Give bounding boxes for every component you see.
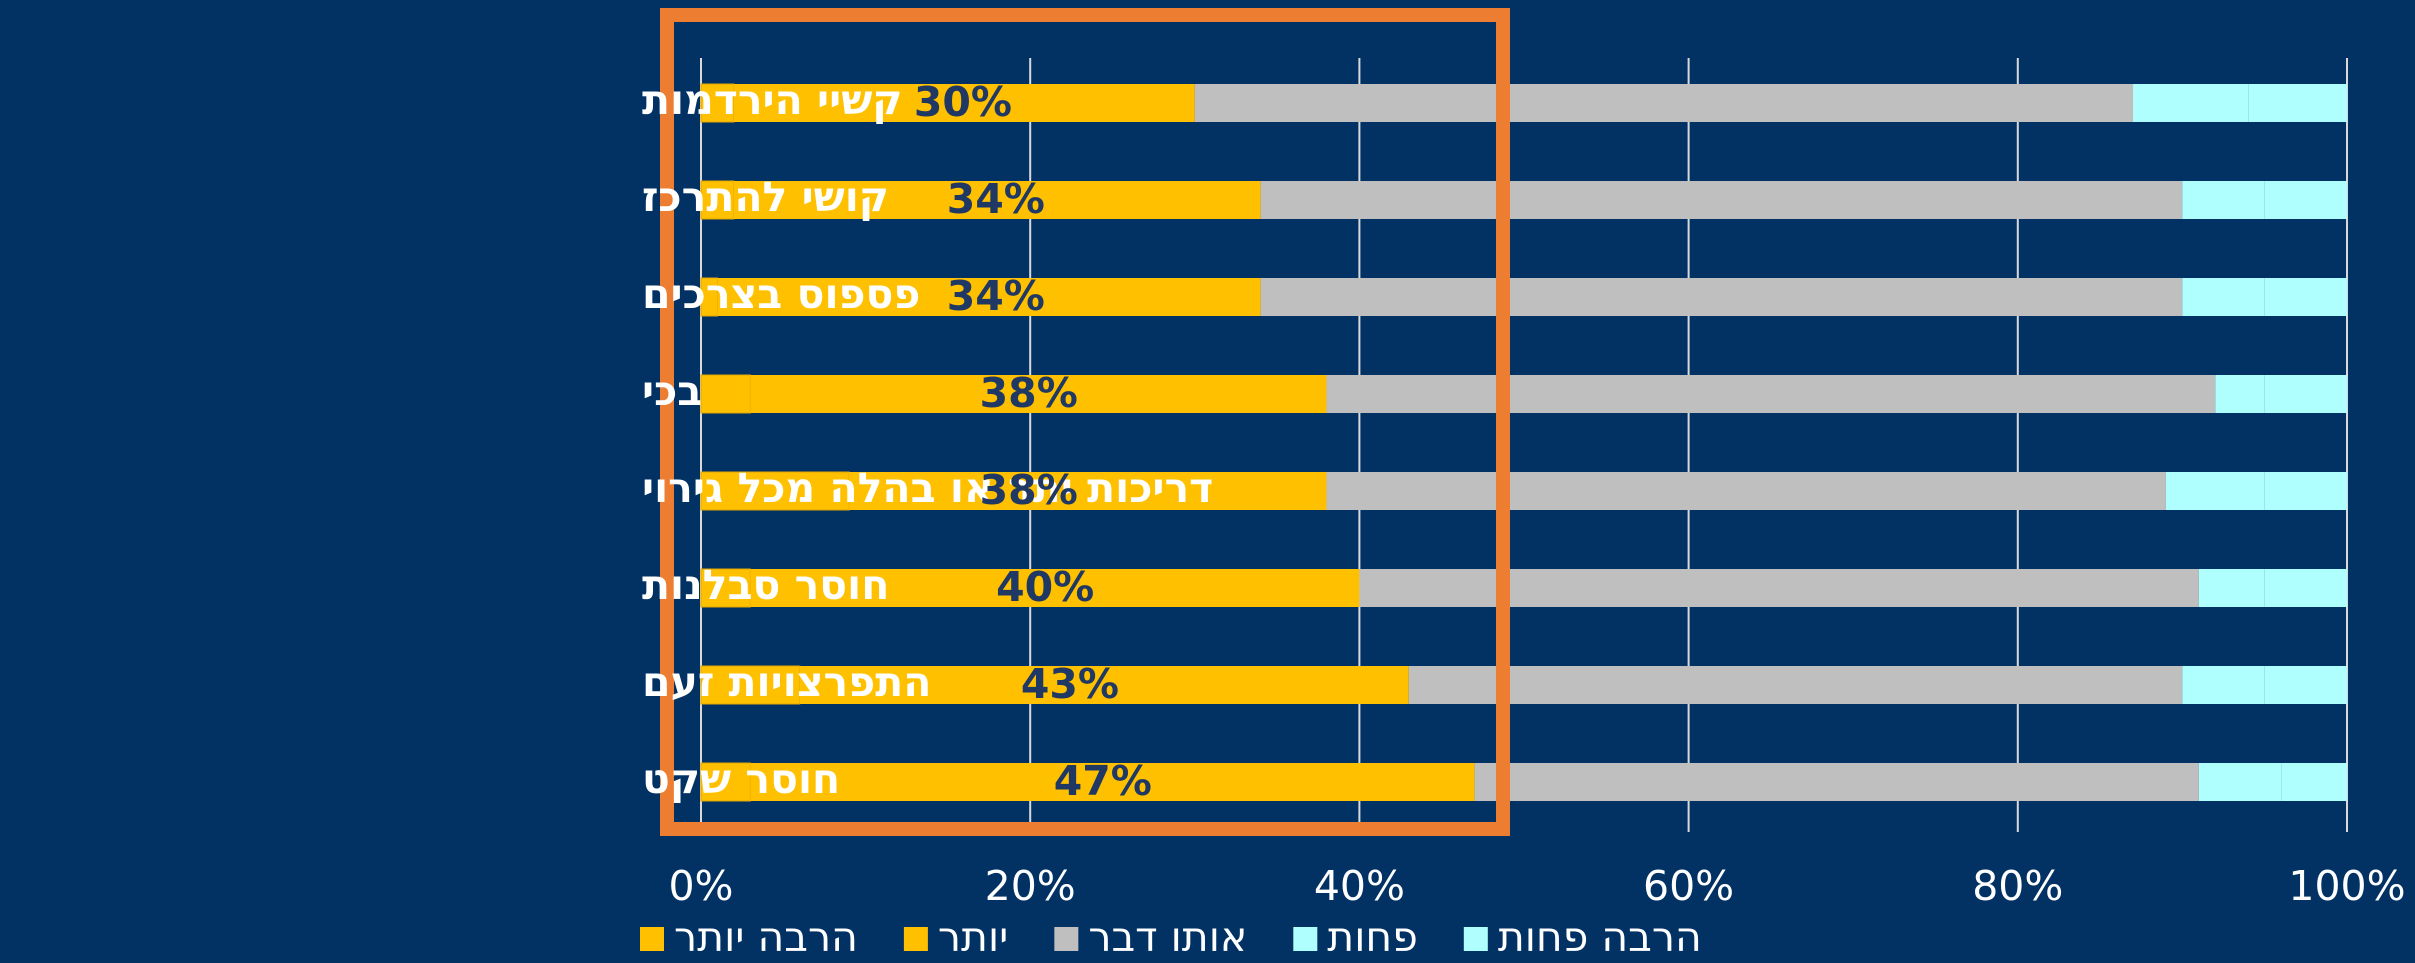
bar-segment [750,569,1360,607]
x-tick-label: 20% [985,862,1076,910]
category-label: חוסר סבלנות [642,561,889,609]
bar-segment [1326,472,2166,510]
bar-segment [2264,472,2347,510]
legend-swatch [1463,927,1488,951]
labels: 0% 20% 40% 60% 80% 100% קשיי הירדמות 30% קושי לה… [642,76,2406,910]
bar-segment [2264,569,2347,607]
bar-segment [1260,181,2183,219]
bar-segment [733,181,1261,219]
data-label: 38% [980,369,1078,417]
data-label: 38% [980,466,1078,514]
x-tick-label: 100% [2288,862,2405,910]
data-label: 43% [1021,660,1119,708]
category-label: קושי להתרכז [642,173,889,221]
bar-segment [2182,278,2265,316]
bar-segment [1260,278,2183,316]
x-tick-label: 60% [1643,862,1734,910]
bar-segment [1326,375,2216,413]
legend: הרבה יותר יותר אותו דבר פחות הרבה פחות [640,913,1702,961]
bar-segment [2281,763,2347,801]
legend-label: פחות [1327,913,1418,961]
bar-segment [700,374,751,414]
bar-segment [2264,375,2347,413]
category-label: קשיי הירדמות [642,76,902,124]
bar-segment [1474,763,2199,801]
category-label: התפרצויות זעם [642,658,931,706]
legend-swatch [1293,927,1318,951]
bar-segment [1359,569,2199,607]
data-label: 40% [996,563,1094,611]
bar-segment [700,471,850,511]
bar-segment [2215,375,2265,413]
legend-swatch [640,927,664,951]
category-label: בכי [642,367,702,415]
data-label: 30% [914,78,1012,126]
legend-label: הרבה יותר [674,913,858,961]
bar-segment [849,472,1327,510]
x-tick-label: 80% [1972,862,2063,910]
bar-segment [750,375,1327,413]
bar-segment [2248,84,2347,122]
bar-segment [700,762,751,802]
x-tick-label: 0% [668,862,733,910]
bar-segment [2264,666,2347,704]
category-label: חוסר שקט [642,755,840,803]
bar-segment [700,665,801,705]
bar-segment [1194,84,2134,122]
category-label: פספוס בצרכים [642,270,920,318]
bar-segment [2198,763,2282,801]
bar-segment [733,84,1195,122]
category-label: דריכות יתר או בהלה מכל גירוי [642,464,1213,512]
bars [700,83,2347,802]
bar-segment [2182,666,2265,704]
bar-segment [2182,181,2265,219]
data-label: 34% [947,175,1045,223]
bar-segment [717,278,1261,316]
legend-label: אותו דבר [1088,913,1247,961]
bar-segment [2264,181,2347,219]
bar-segment [1408,666,2183,704]
bar-segment [2165,472,2265,510]
legend-label: יותר [938,913,1008,961]
bar-segment [750,763,1475,801]
legend-swatch [903,927,928,951]
bar-segment [2198,569,2265,607]
bar-segment [700,568,751,608]
legend-label: הרבה פחות [1498,913,1702,961]
highlight-box [660,8,1510,836]
bar-segment [2133,84,2249,122]
bar-segment [2264,278,2347,316]
legend-swatch [1054,927,1079,951]
data-label: 34% [947,272,1045,320]
x-tick-label: 40% [1314,862,1405,910]
data-label: 47% [1054,757,1152,805]
bar-segment [799,666,1409,704]
